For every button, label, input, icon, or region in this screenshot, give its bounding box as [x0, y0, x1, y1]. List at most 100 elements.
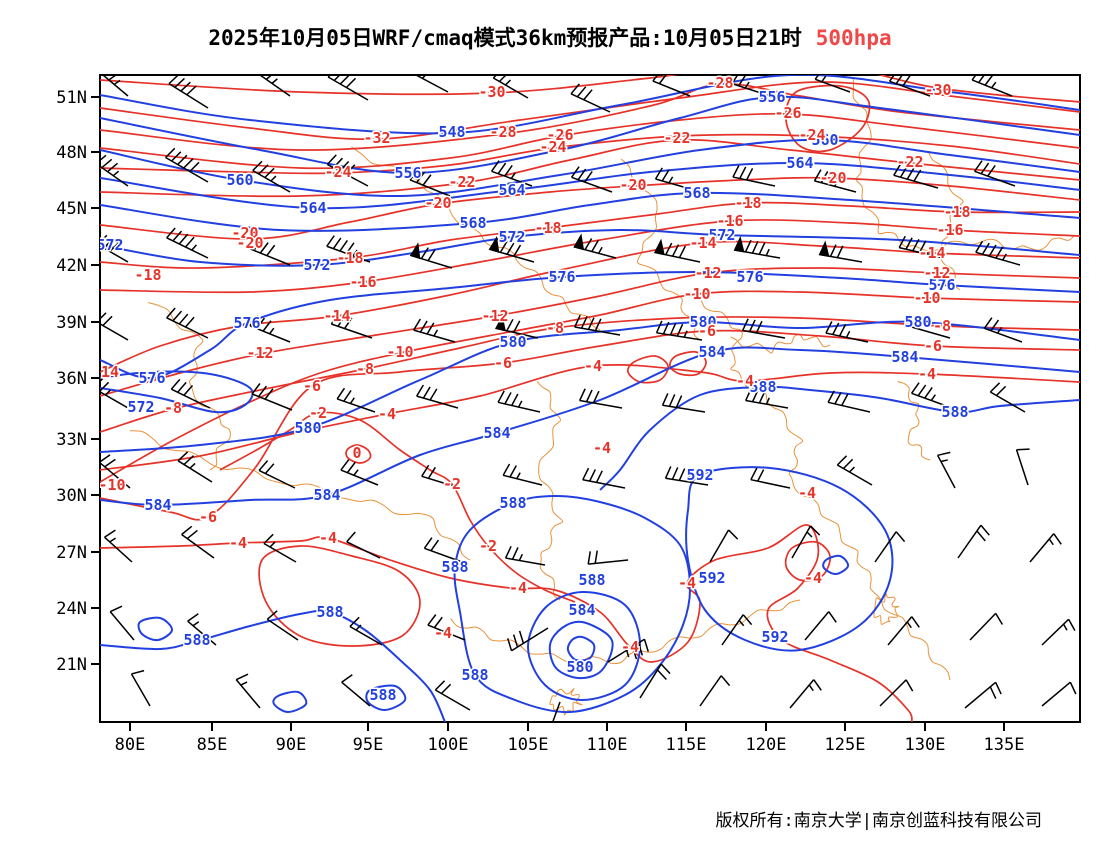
temp-contour-label: -20	[819, 169, 846, 187]
temp-contour-label: -22	[663, 129, 690, 147]
temp-contour-label: -6	[698, 322, 716, 340]
temp-contour-label: -26	[546, 126, 573, 144]
height-contour-label: 576	[233, 314, 260, 332]
height-contour-label: 576	[736, 268, 763, 286]
height-contour-label: 588	[441, 558, 468, 576]
lon-tick-label: 80E	[115, 735, 146, 755]
height-contour-label: 556	[758, 88, 785, 106]
height-contour-label: 584	[483, 424, 510, 442]
height-contour-label: 580	[294, 419, 321, 437]
height-contour-label: 580	[689, 313, 716, 331]
height-contour-label: 572	[303, 256, 330, 274]
temp-contour-label: -26	[774, 104, 801, 122]
temp-contour-label: -16	[716, 212, 743, 230]
temp-contour-label: -4	[229, 534, 247, 552]
lat-tick-label: 30N	[56, 486, 87, 506]
temp-contour-label: -28	[706, 74, 733, 92]
lat-tick-label: 33N	[56, 430, 87, 450]
temp-contour-label: -18	[534, 219, 561, 237]
temp-contour-label: -24	[539, 138, 566, 156]
temp-contour-label: -24	[324, 163, 351, 181]
temp-contour-label: -4	[584, 357, 602, 375]
height-contour-label: 592	[686, 466, 713, 484]
temp-contour-label: -10	[98, 476, 125, 494]
lat-tick-label: 42N	[56, 256, 87, 276]
temp-contour-label: -28	[489, 123, 516, 141]
lat-tick-label: 27N	[56, 543, 87, 563]
temp-contour-label: -16	[936, 221, 963, 239]
height-contour-label: 588	[499, 494, 526, 512]
copyright-text: 版权所有:南京大学|南京创蓝科技有限公司	[715, 811, 1042, 831]
temp-contour-label: -24	[798, 126, 825, 144]
contour-labels: 548 556 556 560 560 564 564 564 568 568 572 572 572 5…	[98, 74, 972, 706]
height-contour-label: 560	[811, 131, 838, 149]
pressure-level-label: 500hpa	[815, 26, 892, 50]
temp-contour-label: -20	[424, 194, 451, 212]
lon-tick-label: 110E	[587, 735, 628, 755]
temp-contour-label: -22	[448, 173, 475, 191]
height-contour-label: 580	[904, 313, 931, 331]
temp-contour-label: -4	[509, 579, 527, 597]
lon-tick-label: 85E	[197, 735, 228, 755]
height-contour-label: 548	[438, 123, 465, 141]
height-contour-label: 584	[568, 601, 595, 619]
temp-contour-label: -14	[918, 244, 945, 262]
height-contours	[100, 75, 1080, 722]
height-contour-label: 592	[698, 569, 725, 587]
height-contour-label: 560	[226, 171, 253, 189]
temp-contour-label: -20	[619, 176, 646, 194]
lat-tick-label: 51N	[56, 88, 87, 108]
lon-tick-label: 115E	[666, 735, 707, 755]
height-contour-label: 588	[316, 603, 343, 621]
temp-contour-label: -18	[134, 266, 161, 284]
height-contour-label: 564	[498, 181, 525, 199]
temp-contour-label: 14	[101, 363, 119, 381]
temp-contour-label: -2	[443, 475, 461, 493]
temp-contour-label: -18	[336, 249, 363, 267]
temp-contour-label: -6	[494, 354, 512, 372]
lat-tick-label: 36N	[56, 369, 87, 389]
height-contour-label: 580	[566, 658, 593, 676]
height-contour-label: 584	[144, 496, 171, 514]
temp-contour-label: -4	[319, 529, 337, 547]
height-contour-label: 556	[394, 164, 421, 182]
temp-contour-label: -6	[924, 337, 942, 355]
height-contour-label: 572	[498, 228, 525, 246]
temp-contour-label: -8	[933, 317, 951, 335]
height-contour-label: 564	[786, 154, 813, 172]
lon-tick-label: 125E	[825, 735, 866, 755]
temp-contour-label: -4	[736, 372, 754, 390]
temp-contour-label: -22	[896, 153, 923, 171]
temp-contour-label: -16	[349, 273, 376, 291]
height-contour-label: 588	[749, 378, 776, 396]
title-text: 2025年10月05日WRF/cmaq模式36km预报产品:10月05日21时	[208, 26, 802, 50]
height-contour-label: 588	[183, 631, 210, 649]
lat-tick-label: 39N	[56, 313, 87, 333]
lon-tick-label: 105E	[508, 735, 549, 755]
temp-contour-label: -10	[386, 343, 413, 361]
height-contour-label: 592	[761, 628, 788, 646]
temp-contour-label: -20	[236, 234, 263, 252]
wind-barbs	[100, 75, 1077, 722]
temp-contour-label: 0	[352, 444, 361, 462]
temp-contour-label: -2	[479, 537, 497, 555]
height-contour-label: 584	[698, 343, 725, 361]
temp-contour-label: -4	[434, 624, 452, 642]
temp-contour-label: -4	[798, 484, 816, 502]
temp-contour-label: -12	[694, 264, 721, 282]
temp-contour-label: -4	[621, 638, 639, 656]
temp-contour-label: -14	[323, 307, 350, 325]
height-contour-label: 580	[499, 333, 526, 351]
temp-contour-label: -18	[943, 203, 970, 221]
temp-contour-label: -8	[546, 319, 564, 337]
height-contour-label: 568	[459, 214, 486, 232]
temp-contour-label: -20	[231, 224, 258, 242]
lat-tick-label: 21N	[56, 655, 87, 675]
lat-tick-label: 45N	[56, 199, 87, 219]
temp-contour-label: -8	[164, 399, 182, 417]
height-contour-label: 588	[461, 666, 488, 684]
height-contour-label: 572	[708, 226, 735, 244]
height-contour-label: 588	[369, 686, 396, 704]
